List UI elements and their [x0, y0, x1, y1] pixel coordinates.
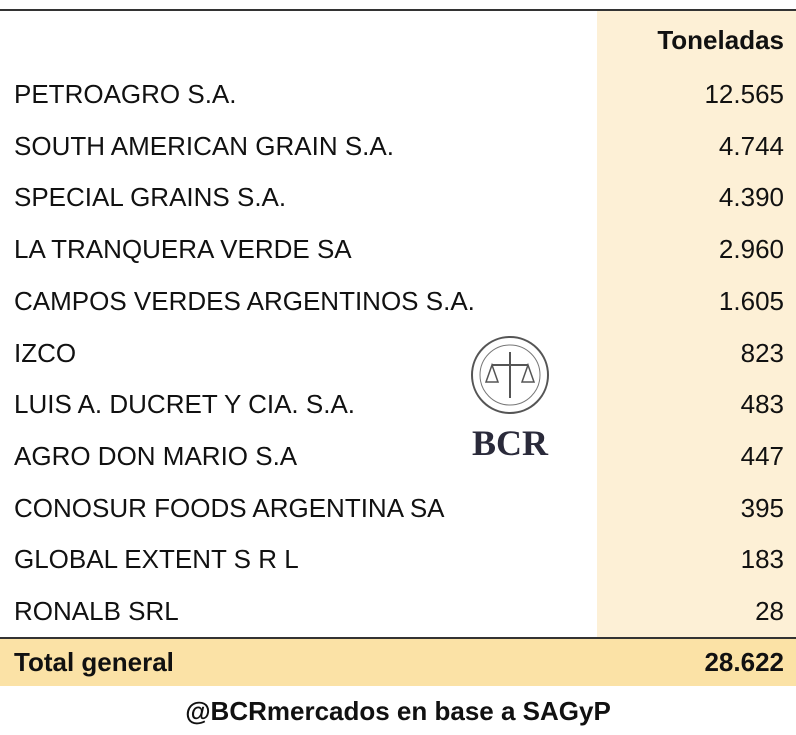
row-label: CONOSUR FOODS ARGENTINA SA: [14, 492, 445, 523]
header-cell: Toneladas: [657, 25, 784, 55]
row-label: AGRO DON MARIO S.A: [14, 440, 298, 471]
total-row-bg: [0, 638, 796, 686]
row-value: 4.390: [718, 182, 784, 213]
row-value: 395: [740, 492, 784, 523]
total-label: Total general: [14, 647, 174, 677]
logo: BCR: [462, 330, 558, 470]
row-label: RONALB SRL: [14, 596, 179, 627]
row-label: SOUTH AMERICAN GRAIN S.A.: [14, 130, 394, 161]
row-value: 483: [740, 389, 784, 420]
row-label: LUIS A. DUCRET Y CIA. S.A.: [14, 389, 356, 420]
row-label: LA TRANQUERA VERDE SA: [14, 234, 352, 265]
row-value: 2.960: [718, 234, 784, 265]
row-value: 447: [740, 440, 784, 471]
logo-text: BCR: [471, 423, 548, 463]
row-value: 4.744: [718, 130, 784, 161]
row-value: 1.605: [718, 285, 784, 316]
total-border: [0, 637, 796, 639]
row-label: SPECIAL GRAINS S.A.: [14, 182, 287, 213]
value-column-bg: [597, 10, 796, 638]
row-label: IZCO: [14, 337, 77, 368]
total-value: 28.622: [704, 647, 784, 677]
row-label: CAMPOS VERDES ARGENTINOS S.A.: [14, 285, 475, 316]
row-value: 12.565: [704, 78, 784, 109]
footer: @BCRmercados en base a SAGyP: [185, 696, 611, 726]
top-border: [0, 9, 796, 11]
row-label: GLOBAL EXTENT S R L: [14, 544, 299, 575]
row-value: 823: [740, 337, 784, 368]
row-label: PETROAGRO S.A.: [14, 78, 237, 109]
row-value: 183: [740, 544, 784, 575]
logo-seal: [471, 336, 549, 414]
row-value: 28: [755, 596, 784, 627]
